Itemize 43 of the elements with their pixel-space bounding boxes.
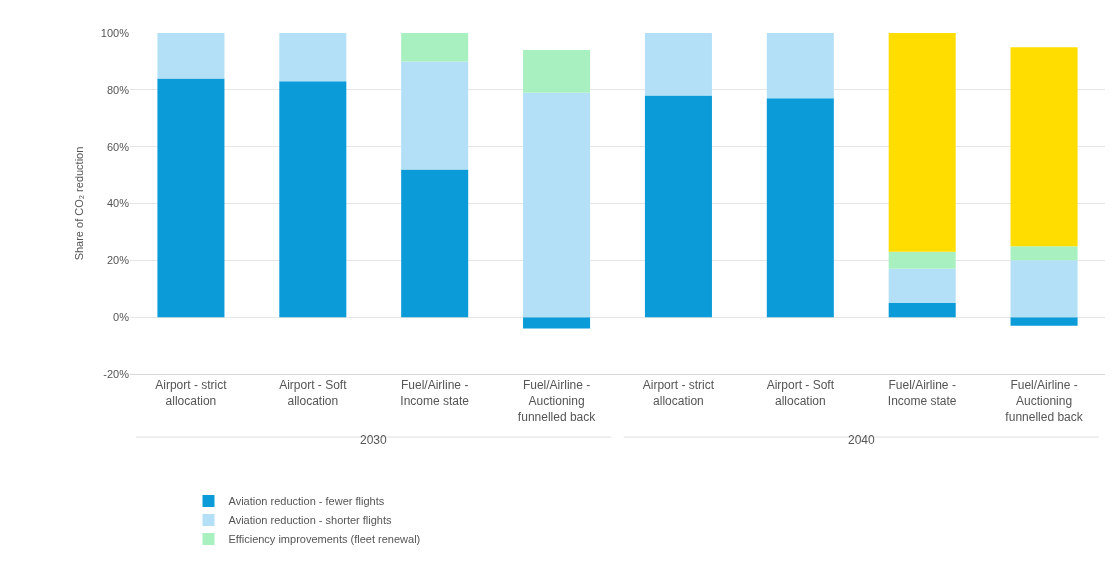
y-tick-label: -20% — [103, 367, 130, 380]
bar — [1010, 246, 1078, 261]
bar — [401, 33, 469, 62]
x-tick-label: Airport - strict allocation — [155, 378, 228, 408]
y-tick-label: 0% — [113, 311, 130, 324]
bar — [766, 98, 834, 318]
legend-label: Aviation reduction - fewer flights — [228, 495, 385, 508]
y-tick-label: 80% — [106, 83, 130, 96]
x-tick-label: Fuel/Airline - Auctioning funnelled back — [1005, 378, 1084, 424]
y-tick-label: 100% — [100, 26, 130, 39]
x-tick-label: Airport - Soft allocation — [279, 378, 348, 408]
bar — [1010, 47, 1078, 247]
bar — [157, 78, 225, 318]
text: 2030 — [360, 433, 388, 447]
bar — [644, 33, 712, 96]
bar — [523, 50, 591, 93]
legend-label: Aviation reduction - shorter flights — [228, 514, 393, 527]
bar — [888, 251, 956, 269]
bar — [888, 33, 956, 252]
bar — [523, 317, 591, 329]
bar — [523, 92, 591, 318]
bar — [766, 33, 834, 99]
legend-label: Efficiency improvements (fleet renewal) — [228, 533, 421, 546]
y-tick-label: 20% — [106, 254, 130, 267]
text: 2040 — [848, 433, 876, 447]
bar — [888, 268, 956, 303]
bar — [157, 33, 225, 79]
y-axis-title: Share of CO₂ reduction — [72, 146, 85, 261]
bar — [1010, 260, 1078, 318]
x-tick-label: Airport - Soft allocation — [766, 378, 835, 408]
bar — [401, 169, 469, 318]
bar — [1010, 317, 1078, 326]
x-tick-label: Fuel/Airline - Income state — [400, 378, 470, 408]
bar — [888, 302, 956, 318]
x-tick-label: Fuel/Airline - Income state — [887, 378, 957, 408]
x-tick-label: Fuel/Airline - Auctioning funnelled back — [517, 378, 597, 424]
x-tick-label: Airport - strict allocation — [642, 378, 715, 408]
y-tick-label: 60% — [106, 140, 130, 153]
bar — [401, 61, 469, 170]
y-tick-label: 40% — [106, 197, 130, 210]
bar — [279, 33, 347, 82]
bar — [279, 81, 347, 318]
bar — [644, 95, 712, 318]
